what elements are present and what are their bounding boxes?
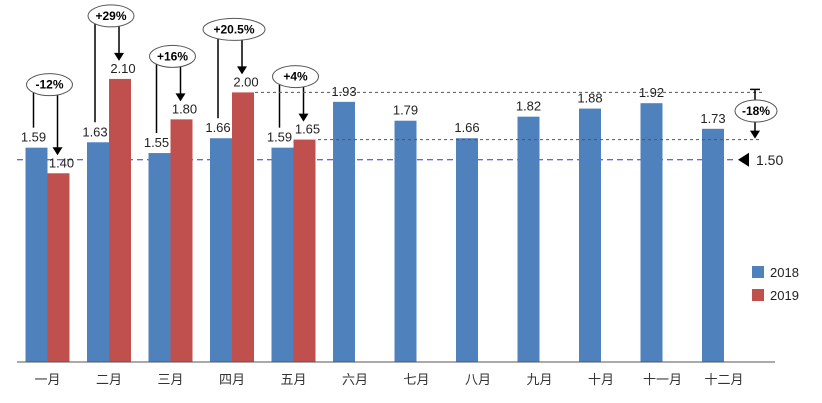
data-label-2018: 1.55 [144,135,169,150]
bar-2018-12 [702,128,724,362]
annotation-label: +16% [157,49,188,63]
data-label-2018: 1.82 [516,99,541,114]
data-label-2018: 1.73 [700,111,725,126]
summary-annotation: -18% [742,104,770,118]
data-label-2018: 1.79 [393,103,418,118]
bar-2018-10 [579,108,601,363]
category-label: 四月 [219,373,245,388]
reference-arrow-icon [738,152,749,167]
bar-2018-6 [333,101,355,362]
legend-swatch-2018 [752,266,764,278]
arrow-down-icon [237,66,247,75]
annotation-bubble [149,44,196,68]
data-label-2019: 2.10 [110,61,135,76]
annotation-label: -12% [35,78,63,92]
data-label-2018: 1.88 [577,91,602,106]
bar-2018-9 [517,116,540,362]
category-label: 十二月 [704,373,743,388]
data-label-2018: 1.66 [454,120,479,135]
annotation-bubble [87,4,135,28]
bar-2018-11 [640,103,663,363]
arrow-down-icon [114,52,124,61]
legend-label-2018: 2018 [770,265,799,280]
category-label: 十一月 [643,373,682,388]
bar-2019-3 [170,119,193,362]
legend-label-2019: 2019 [770,288,799,303]
annotation-bubble [202,17,266,41]
category-label: 一月 [34,373,60,388]
legend-swatch-2019 [752,289,764,301]
bar-2018-5 [271,147,294,362]
bar-2019-2 [109,78,131,363]
bar-2018-7 [394,120,417,362]
summary-bubble [734,99,778,123]
annotation-bubble [272,65,319,89]
annotation-bubble [26,73,73,97]
bar-2018-8 [456,138,478,362]
data-label-2018: 1.59 [267,130,292,145]
data-label-2019: 1.65 [295,122,320,137]
category-label: 三月 [157,373,183,388]
bar-2018-4 [210,138,232,362]
category-label: 五月 [280,373,306,388]
reference-label: 1.50 [756,152,783,168]
data-label-2019: 1.80 [172,101,197,116]
data-label-2018: 1.93 [331,84,356,99]
bar-2019-4 [232,92,254,363]
category-label: 八月 [465,373,491,388]
data-label-2019: 2.00 [233,74,258,89]
annotation-label: +29% [95,9,126,23]
arrow-down-icon [52,147,63,156]
annotation-label: +20.5% [213,22,254,36]
bar-2019-5 [293,139,316,362]
arrow-down-icon [298,113,309,122]
bar-2018-1 [25,147,48,362]
annotation-label: +4% [283,70,308,84]
category-label: 二月 [96,373,122,388]
category-label: 九月 [526,373,552,388]
arrow-down-icon [750,130,760,139]
bar-2018-2 [87,142,109,362]
bar-2018-3 [148,153,171,362]
category-label: 十月 [588,373,614,388]
arrow-down-icon [175,93,186,102]
data-label-2018: 1.66 [205,120,230,135]
category-label: 七月 [403,373,429,388]
data-label-2018: 1.63 [82,124,107,139]
category-label: 六月 [342,373,368,388]
data-label-2018: 1.59 [21,130,46,145]
bar-2019-1 [47,173,70,362]
data-label-2019: 1.40 [49,155,74,170]
